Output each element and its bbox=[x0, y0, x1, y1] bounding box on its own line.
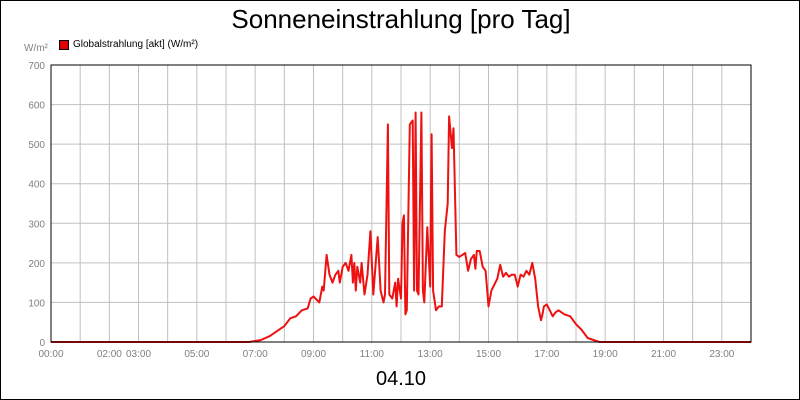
y-tick-label: 300 bbox=[28, 219, 45, 230]
date-label: 04.10 bbox=[375, 368, 427, 390]
x-tick-label: 17:00 bbox=[534, 349, 559, 360]
y-tick-label: 500 bbox=[28, 140, 45, 151]
x-tick-label: 13:00 bbox=[418, 349, 443, 360]
x-tick-label: 00:00 bbox=[38, 349, 63, 360]
x-tick-label: 15:00 bbox=[476, 349, 501, 360]
x-tick-label: 07:00 bbox=[243, 349, 268, 360]
plot-border bbox=[50, 64, 752, 343]
y-tick-label: 700 bbox=[28, 61, 45, 72]
y-tick-label: 400 bbox=[28, 180, 45, 191]
x-tick-label: 05:00 bbox=[184, 349, 209, 360]
x-tick-label: 09:00 bbox=[301, 349, 326, 360]
y-axis-unit-label: W/m² bbox=[24, 43, 48, 54]
x-tick-label: 19:00 bbox=[593, 349, 618, 360]
series-line bbox=[51, 111, 751, 343]
y-tick-label: 0 bbox=[39, 338, 45, 349]
chart-title: Sonneneinstrahlung [pro Tag] bbox=[231, 4, 571, 34]
x-tick-label: 03:00 bbox=[126, 349, 151, 360]
x-tick-label: 21:00 bbox=[651, 349, 676, 360]
y-tick-label: 600 bbox=[28, 101, 45, 112]
y-tick-label: 100 bbox=[28, 298, 45, 309]
y-tick-label: 200 bbox=[28, 259, 45, 270]
legend-swatch bbox=[59, 39, 69, 50]
x-tick-label: 02:00 bbox=[97, 349, 122, 360]
x-tick-label: 11:00 bbox=[360, 349, 385, 360]
legend-label: Globalstrahlung [akt] (W/m²) bbox=[73, 39, 199, 50]
x-tick-label: 23:00 bbox=[709, 349, 734, 360]
legend: Globalstrahlung [akt] (W/m²) bbox=[59, 39, 198, 50]
